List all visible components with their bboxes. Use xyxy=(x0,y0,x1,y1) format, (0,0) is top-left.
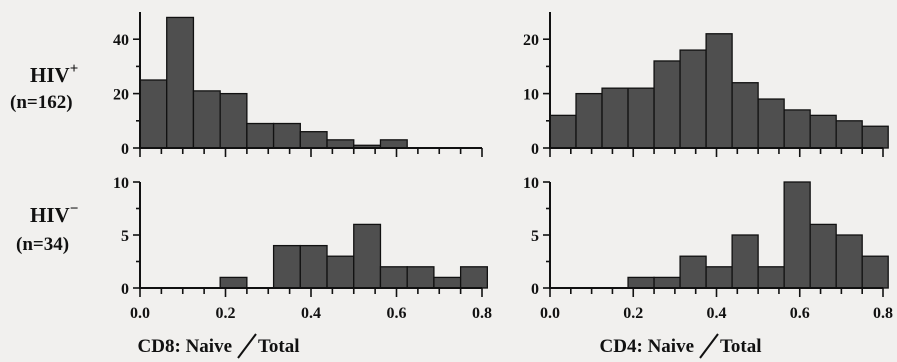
histogram-bar xyxy=(861,125,889,149)
histogram-bar xyxy=(809,223,837,289)
x-axis-title-cd8: CD8: Naive Total xyxy=(138,333,300,359)
histogram-bar xyxy=(246,122,275,149)
row-label-hiv-negative-group: HIV xyxy=(30,203,70,227)
x-axis-title-cd4: CD4: Naive Total xyxy=(600,333,762,359)
histogram-bar xyxy=(575,92,603,149)
y-tick-label: 10 xyxy=(523,175,539,192)
row-label-hiv-positive-group: HIV xyxy=(30,63,70,87)
x-tick-label: 0.4 xyxy=(301,305,321,322)
row-label-hiv-negative-sign: − xyxy=(70,201,79,217)
histogram-bar xyxy=(219,276,248,289)
svg-text:HIV−: HIV− xyxy=(30,201,78,227)
histogram-bar xyxy=(192,90,221,149)
x-axis-title-cd4-right: Total xyxy=(720,336,762,357)
panel-cd4-hiv-negative: 0 5 10 0.0 0.2 0.4 0.6 0.8 xyxy=(523,175,893,322)
row-label-hiv-negative-n: (n=34) xyxy=(16,234,69,255)
histogram-bar xyxy=(653,60,681,149)
histogram-bar xyxy=(861,255,889,289)
histogram-bar xyxy=(679,49,707,149)
histogram-bar xyxy=(272,122,301,149)
x-axis-title-cd8-slash xyxy=(237,333,257,359)
x-tick-label: 0.2 xyxy=(216,305,236,322)
histogram-bar xyxy=(139,79,168,149)
histogram-bar xyxy=(679,255,707,289)
row-label-hiv-negative: HIV− (n=34) xyxy=(16,201,78,255)
histogram-bar xyxy=(809,114,837,149)
histogram-bar xyxy=(627,87,655,149)
histogram-bar xyxy=(601,87,629,149)
y-tick-label: 0 xyxy=(531,281,539,298)
histogram-bar xyxy=(299,131,328,149)
panel-cd8-hiv-negative: 0 5 10 0.0 0.2 0.4 0.6 0.8 xyxy=(113,175,492,322)
x-axis-title-cd8-left: CD8: Naive xyxy=(138,336,232,357)
histogram-bar xyxy=(379,266,408,289)
row-label-hiv-positive-n: (n=162) xyxy=(10,92,73,113)
x-axis-title-cd4-left: CD4: Naive xyxy=(600,336,694,357)
y-tick-label: 10 xyxy=(523,87,539,104)
panel-cd8-hiv-positive: 0 20 40 xyxy=(113,12,483,158)
histogram-bar xyxy=(731,234,759,289)
y-tick-label: 10 xyxy=(113,175,129,192)
y-tick-label: 0 xyxy=(121,281,129,298)
x-tick-label: 0.8 xyxy=(873,305,893,322)
histogram-bar xyxy=(326,255,355,289)
histogram-bar xyxy=(166,16,195,149)
x-tick-label: 0.0 xyxy=(540,305,560,322)
histogram-bar xyxy=(219,92,248,149)
histogram-bar xyxy=(379,139,408,149)
histogram-bar xyxy=(757,98,785,149)
x-tick-label: 0.6 xyxy=(790,305,810,322)
histogram-bar xyxy=(783,109,811,149)
histogram-bar xyxy=(757,266,785,289)
histogram-bar xyxy=(835,120,863,149)
histogram-bar xyxy=(459,266,488,289)
y-tick-label: 20 xyxy=(523,32,539,49)
row-label-hiv-positive: HIV+ (n=162) xyxy=(10,61,78,113)
histogram-bar xyxy=(653,276,681,289)
histogram-bar xyxy=(406,266,435,289)
histogram-bar xyxy=(353,223,382,289)
histogram-bar xyxy=(835,234,863,289)
row-label-hiv-positive-sign: + xyxy=(70,61,79,77)
histogram-bar xyxy=(326,139,355,149)
y-tick-label: 20 xyxy=(113,87,129,104)
y-tick-label: 0 xyxy=(531,141,539,158)
histogram-bar xyxy=(783,181,811,289)
y-tick-label: 5 xyxy=(121,228,129,245)
x-axis-title-cd8-right: Total xyxy=(258,336,300,357)
x-tick-label: 0.0 xyxy=(130,305,150,322)
histogram-bar xyxy=(627,276,655,289)
y-tick-label: 40 xyxy=(113,32,129,49)
histogram-bar xyxy=(299,244,328,289)
histogram-bar xyxy=(549,114,577,149)
x-tick-label: 0.2 xyxy=(623,305,643,322)
svg-text:HIV+: HIV+ xyxy=(30,61,78,87)
histogram-bar xyxy=(705,266,733,289)
x-tick-label: 0.8 xyxy=(472,305,492,322)
x-axis-title-cd4-slash xyxy=(699,333,719,359)
histogram-bar xyxy=(433,276,462,289)
y-tick-label: 5 xyxy=(531,228,539,245)
y-tick-label: 0 xyxy=(121,141,129,158)
histogram-bar xyxy=(731,82,759,149)
panel-cd4-hiv-positive: 0 10 20 xyxy=(523,12,889,158)
x-tick-label: 0.6 xyxy=(387,305,407,322)
histogram-bar xyxy=(272,244,301,289)
histogram-bar xyxy=(705,33,733,149)
x-tick-label: 0.4 xyxy=(707,305,727,322)
